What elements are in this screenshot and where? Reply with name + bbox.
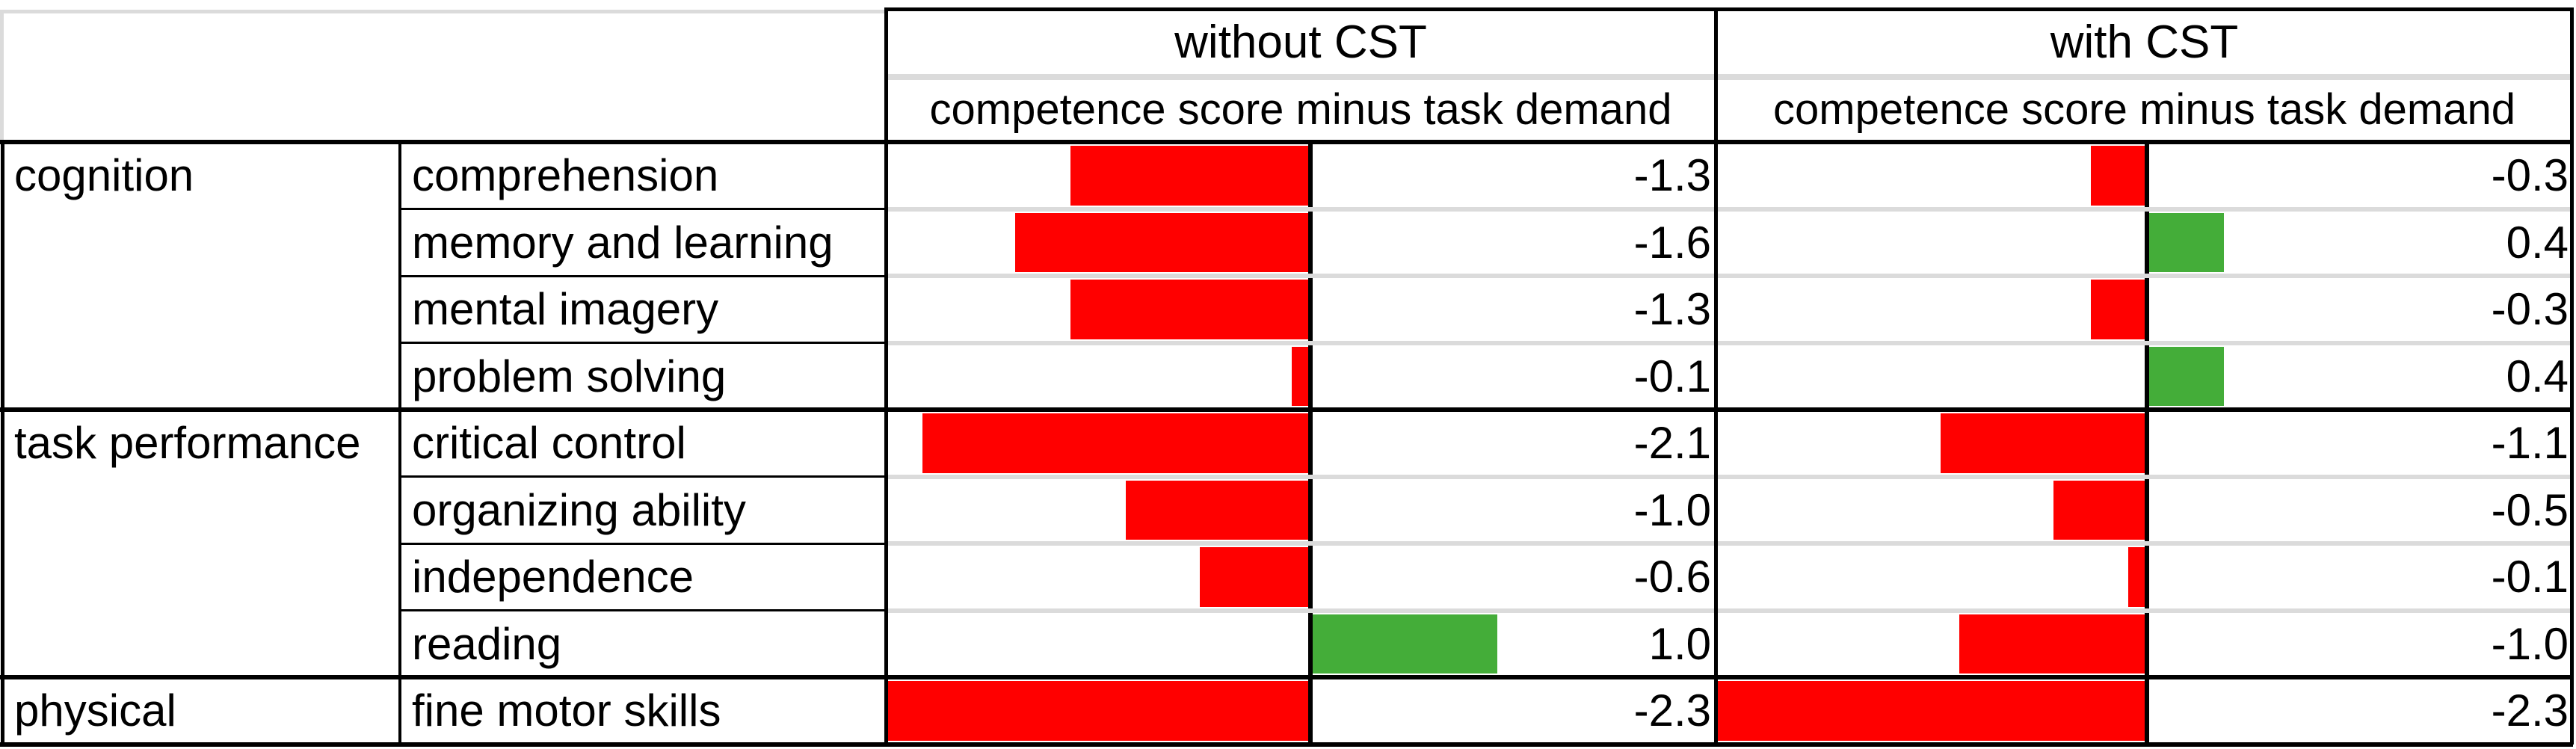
zero-axis-line — [1308, 342, 1313, 410]
negative-data-bar — [885, 681, 1310, 741]
skill-cell: problem solving — [412, 351, 727, 401]
negative-data-bar — [1126, 480, 1310, 540]
negative-data-bar — [1070, 280, 1310, 339]
value-label: -1.1 — [2491, 418, 2569, 469]
header-data-border — [0, 140, 2573, 144]
zero-axis-line — [2145, 677, 2149, 745]
skill-cell: mental imagery — [412, 284, 719, 335]
table-left-border — [0, 142, 4, 745]
row-separator-gridline — [886, 608, 2573, 613]
skill-cell: fine motor skills — [412, 685, 721, 736]
category-cell: physical — [14, 685, 176, 736]
negative-data-bar — [1715, 681, 2147, 741]
value-label: -0.3 — [2491, 150, 2569, 201]
section-title-without-cst: without CST — [1174, 16, 1427, 68]
section-subtitle-with-cst: competence score minus task demand — [1773, 85, 2515, 134]
negative-data-bar — [1940, 413, 2147, 473]
skill-cell: organizing ability — [412, 484, 746, 535]
value-label: -0.3 — [2491, 284, 2569, 335]
zero-axis-line — [1308, 543, 1313, 611]
value-label: -0.1 — [1633, 351, 1711, 401]
table-right-border — [2569, 7, 2574, 745]
category-cell: task performance — [14, 418, 361, 469]
zero-axis-line — [2145, 142, 2149, 209]
negative-data-bar — [922, 413, 1310, 473]
row-separator-gridline — [886, 274, 2573, 278]
value-label: -0.1 — [2491, 552, 2569, 602]
zero-axis-line — [2145, 342, 2149, 410]
row-separator-gridline — [886, 541, 2573, 546]
zero-axis-line — [2145, 410, 2149, 477]
category-group-border — [0, 407, 2573, 412]
skill-cell: memory and learning — [412, 217, 833, 268]
negative-data-bar — [2090, 146, 2147, 206]
header-subtitle-divider — [886, 74, 1716, 80]
header-empty-cell — [0, 7, 886, 142]
zero-axis-line — [2145, 610, 2149, 677]
value-label: -1.0 — [2491, 618, 2569, 669]
skill-cell-border — [400, 208, 886, 210]
value-label: -1.3 — [1633, 150, 1711, 201]
negative-data-bar — [1070, 146, 1310, 206]
value-label: -1.3 — [1633, 284, 1711, 335]
zero-axis-line — [1308, 476, 1313, 543]
header-subtitle-divider — [1716, 74, 2573, 80]
skill-cell: critical control — [412, 418, 686, 469]
section-divider — [1713, 7, 1718, 745]
top-gridline — [0, 10, 886, 13]
negative-data-bar — [1292, 346, 1310, 406]
negative-data-bar — [1199, 547, 1310, 607]
category-group-border — [0, 675, 2573, 679]
negative-data-bar — [1014, 212, 1310, 272]
value-label: 1.0 — [1648, 618, 1711, 669]
positive-data-bar — [2149, 346, 2225, 406]
category-cell: cognition — [14, 150, 194, 201]
section-title-with-cst: with CST — [2050, 16, 2239, 68]
row-separator-gridline — [886, 206, 2573, 212]
category-skill-divider — [398, 142, 401, 745]
value-label: 0.4 — [2506, 217, 2569, 268]
zero-axis-line — [2145, 276, 2149, 343]
zero-axis-line — [2145, 209, 2149, 276]
skill-cell-border — [400, 609, 886, 611]
zero-axis-line — [1308, 276, 1313, 343]
zero-axis-line — [1308, 209, 1313, 276]
section-subtitle-without-cst: competence score minus task demand — [929, 85, 1672, 134]
value-label: -1.0 — [1633, 484, 1711, 535]
skill-cell-border — [400, 342, 886, 344]
zero-axis-line — [2145, 543, 2149, 611]
zero-axis-line — [2145, 476, 2149, 543]
table-bottom-border — [0, 742, 2573, 747]
value-label: -2.3 — [1633, 685, 1711, 736]
value-label: -2.3 — [2491, 685, 2569, 736]
skill-cell: independence — [412, 552, 694, 602]
left-gridline — [0, 10, 4, 142]
skill-section-divider — [884, 7, 888, 745]
zero-axis-line — [1308, 142, 1313, 209]
row-separator-gridline — [886, 340, 2573, 345]
header-top-border — [886, 7, 2573, 11]
negative-data-bar — [2053, 480, 2147, 540]
value-label: -0.6 — [1633, 552, 1711, 602]
skill-cell-border — [400, 542, 886, 545]
negative-data-bar — [2127, 547, 2147, 607]
skill-cell: comprehension — [412, 150, 719, 201]
value-label: -0.5 — [2491, 484, 2569, 535]
zero-axis-line — [1308, 677, 1313, 745]
negative-data-bar — [1959, 614, 2147, 674]
row-separator-gridline — [886, 474, 2573, 479]
skill-cell-border — [400, 274, 886, 277]
skill-cell-border — [400, 475, 886, 478]
zero-axis-line — [1308, 610, 1313, 677]
positive-data-bar — [1313, 614, 1497, 674]
zero-axis-line — [1308, 410, 1313, 477]
negative-data-bar — [2090, 280, 2147, 339]
value-label: 0.4 — [2506, 351, 2569, 401]
value-label: -1.6 — [1633, 217, 1711, 268]
skill-cell: reading — [412, 618, 562, 669]
value-label: -2.1 — [1633, 418, 1711, 469]
positive-data-bar — [2149, 212, 2225, 272]
